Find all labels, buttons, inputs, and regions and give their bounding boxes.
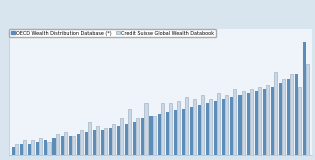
Bar xyxy=(201,95,204,155)
Bar xyxy=(169,103,172,155)
Bar xyxy=(274,72,277,155)
Bar xyxy=(39,138,43,155)
Bar xyxy=(112,124,115,155)
Bar xyxy=(249,89,253,155)
Legend: OECD Wealth Distribution Database (*), Credit Suisse Global Wealth Databook: OECD Wealth Distribution Database (*), C… xyxy=(9,29,216,37)
Bar xyxy=(185,97,188,155)
Bar xyxy=(182,108,185,155)
Bar xyxy=(217,93,220,155)
Bar xyxy=(125,124,128,155)
Bar xyxy=(96,126,99,155)
Bar xyxy=(190,107,193,155)
Bar xyxy=(161,103,164,155)
Bar xyxy=(93,130,96,155)
Bar xyxy=(233,89,237,155)
Bar xyxy=(48,142,50,155)
Bar xyxy=(85,132,88,155)
Bar xyxy=(12,147,15,155)
Bar xyxy=(279,83,282,155)
Bar xyxy=(209,99,212,155)
Bar xyxy=(64,132,67,155)
Bar xyxy=(20,144,23,155)
Bar xyxy=(247,93,249,155)
Bar xyxy=(101,130,104,155)
Bar xyxy=(23,140,26,155)
Bar xyxy=(290,74,293,155)
Bar xyxy=(306,64,309,155)
Bar xyxy=(36,142,39,155)
Bar xyxy=(55,134,59,155)
Bar xyxy=(295,74,298,155)
Bar xyxy=(136,118,140,155)
Bar xyxy=(230,97,233,155)
Bar xyxy=(222,99,225,155)
Bar xyxy=(282,79,285,155)
Bar xyxy=(225,95,228,155)
Bar xyxy=(44,140,48,155)
Bar xyxy=(238,95,242,155)
Bar xyxy=(88,122,91,155)
Bar xyxy=(53,138,55,155)
Bar xyxy=(298,87,301,155)
Bar xyxy=(117,126,120,155)
Bar xyxy=(206,103,209,155)
Bar xyxy=(177,101,180,155)
Bar xyxy=(69,136,72,155)
Bar xyxy=(214,101,217,155)
Bar xyxy=(198,105,201,155)
Bar xyxy=(266,85,269,155)
Bar xyxy=(141,118,145,155)
Bar xyxy=(263,89,266,155)
Bar xyxy=(15,144,18,155)
Bar xyxy=(152,116,156,155)
Bar xyxy=(193,99,196,155)
Bar xyxy=(150,116,152,155)
Bar xyxy=(242,91,244,155)
Bar xyxy=(166,112,169,155)
Bar xyxy=(174,110,177,155)
Bar xyxy=(72,136,75,155)
Bar xyxy=(128,108,131,155)
Bar xyxy=(60,136,64,155)
Bar xyxy=(109,128,112,155)
Bar xyxy=(271,87,274,155)
Bar xyxy=(80,130,83,155)
Bar xyxy=(133,122,136,155)
Bar xyxy=(104,128,107,155)
Bar xyxy=(158,114,161,155)
Bar xyxy=(258,87,261,155)
Bar xyxy=(145,103,147,155)
Bar xyxy=(255,91,258,155)
Bar xyxy=(287,79,290,155)
Bar xyxy=(28,144,31,155)
Bar xyxy=(31,140,34,155)
Bar xyxy=(77,134,80,155)
Bar xyxy=(303,42,306,155)
Bar xyxy=(120,118,123,155)
